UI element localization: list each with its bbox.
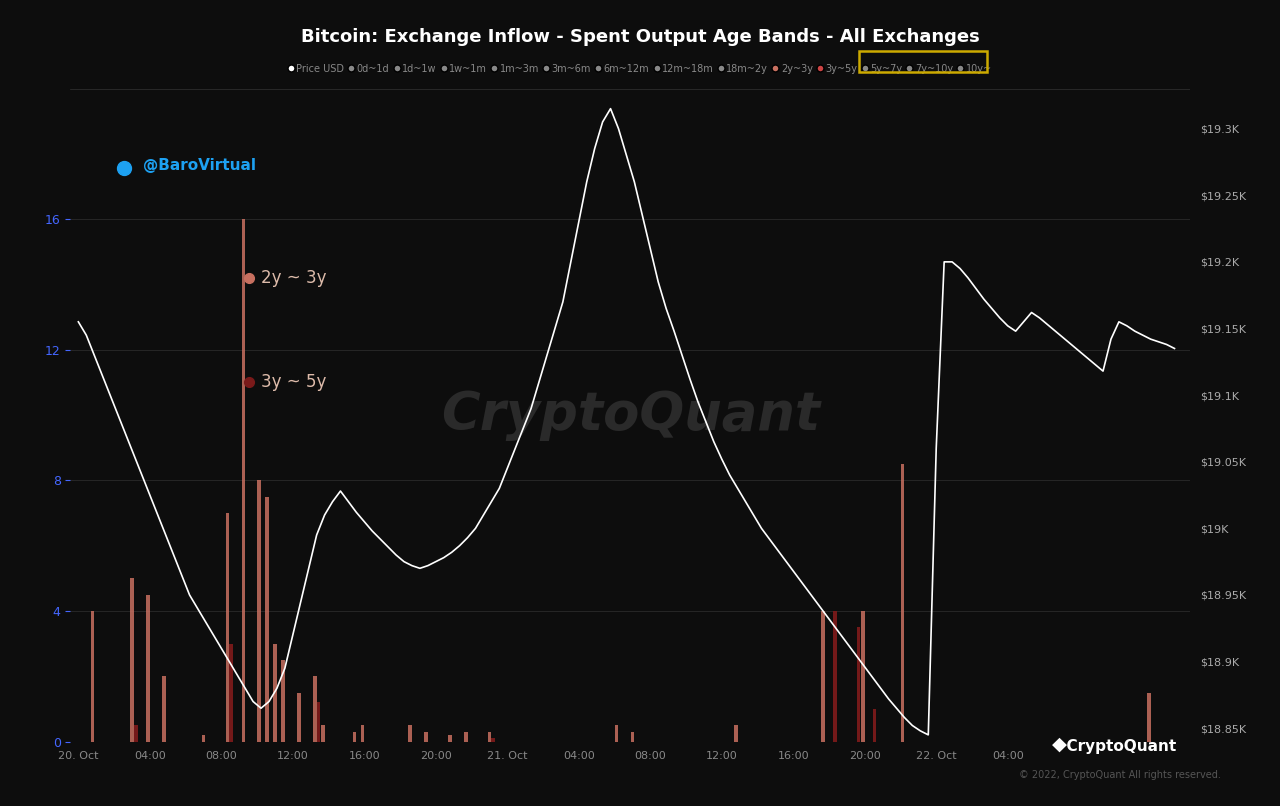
Text: CryptoQuant: CryptoQuant xyxy=(440,389,820,441)
Bar xyxy=(297,692,301,742)
Bar xyxy=(91,611,95,742)
Text: Bitcoin: Exchange Inflow - Spent Output Age Bands - All Exchanges: Bitcoin: Exchange Inflow - Spent Output … xyxy=(301,28,979,46)
Bar xyxy=(225,513,229,742)
Bar xyxy=(408,725,412,742)
Bar xyxy=(424,732,428,742)
Bar xyxy=(448,735,452,742)
Bar xyxy=(321,725,325,742)
Bar xyxy=(833,611,837,742)
Text: @BaroVirtual: @BaroVirtual xyxy=(143,158,256,173)
Bar xyxy=(274,643,276,742)
Bar xyxy=(488,732,492,742)
Bar xyxy=(257,480,261,742)
Bar xyxy=(229,643,233,742)
Bar xyxy=(134,725,137,742)
Text: CryptoQuant: CryptoQuant xyxy=(1056,738,1176,754)
Bar xyxy=(733,725,737,742)
Bar xyxy=(822,611,826,742)
Bar xyxy=(631,732,635,742)
Bar xyxy=(202,735,205,742)
Bar xyxy=(353,732,356,742)
Bar xyxy=(146,595,150,742)
Bar xyxy=(856,627,860,742)
Bar xyxy=(861,611,865,742)
Bar xyxy=(492,738,495,742)
Bar xyxy=(614,725,618,742)
Bar xyxy=(901,464,905,742)
Bar xyxy=(282,660,285,742)
Bar xyxy=(873,709,877,742)
Bar xyxy=(163,676,165,742)
Bar xyxy=(316,702,320,742)
Text: © 2022, CryptoQuant All rights reserved.: © 2022, CryptoQuant All rights reserved. xyxy=(1019,771,1221,780)
Text: 2y ~ 3y: 2y ~ 3y xyxy=(261,269,326,287)
Bar xyxy=(1147,692,1151,742)
Text: ◆: ◆ xyxy=(1052,734,1068,754)
Bar xyxy=(463,732,467,742)
Bar xyxy=(314,676,316,742)
Legend: Price USD, 0d~1d, 1d~1w, 1w~1m, 1m~3m, 3m~6m, 6m~12m, 12m~18m, 18m~2y, 2y~3y, 3y: Price USD, 0d~1d, 1d~1w, 1w~1m, 1m~3m, 3… xyxy=(284,60,996,77)
Bar xyxy=(361,725,365,742)
Bar xyxy=(131,579,134,742)
Text: 3y ~ 5y: 3y ~ 5y xyxy=(261,373,326,392)
Bar xyxy=(265,496,269,742)
Bar xyxy=(242,219,246,742)
